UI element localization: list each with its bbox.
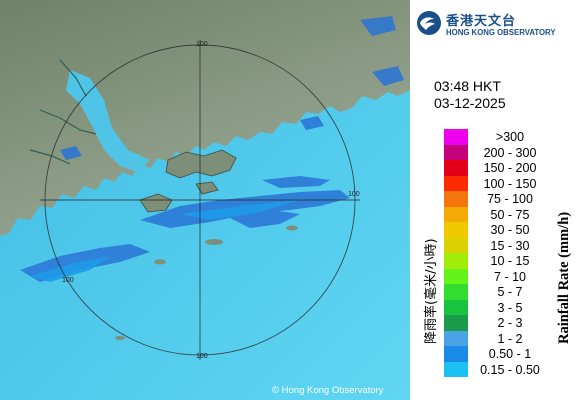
hong-kong-coastline: [165, 149, 237, 179]
lantau-island: [139, 193, 173, 213]
river-channel: [29, 59, 97, 165]
range-label-south: 100: [196, 353, 208, 360]
rain-echoes-light: [30, 200, 300, 282]
legend-level-label: >300: [495, 130, 525, 144]
legend-level-label: 3 - 5: [497, 300, 523, 315]
legend-title-chinese: 降雨率(毫米/小時): [423, 238, 439, 344]
pearl-river-estuary: [66, 70, 150, 172]
island: [286, 225, 298, 231]
copyright-notice: © Hong Kong Observatory: [272, 385, 384, 396]
legend-level-label: 10 - 15: [490, 254, 530, 268]
legend-level-label: 50 - 75: [490, 207, 530, 222]
legend-swatch: [444, 330, 468, 346]
legend-level-label: 30 - 50: [490, 223, 530, 237]
hko-logo: 香港天文台 HONG KONG OBSERVATORY: [412, 6, 577, 40]
legend-swatch: [444, 237, 468, 253]
legend-swatch: [444, 129, 468, 145]
island: [154, 259, 166, 265]
range-label-west: 100: [62, 277, 74, 284]
legend-swatch: [444, 284, 468, 300]
legend-level-label: 7 - 10: [494, 269, 526, 284]
legend-swatch: [444, 222, 468, 238]
range-rings: [40, 40, 360, 360]
legend-level-label: 1 - 2: [497, 331, 523, 346]
radar-map-canvas: 100 100 100 100: [0, 0, 410, 400]
legend-swatch: [444, 361, 468, 377]
legend-swatch: [444, 206, 468, 222]
legend-level-label: 200 - 300: [483, 145, 537, 160]
legend-title-english-text: Rainfall Rate (mm/h): [556, 212, 572, 344]
legend-level-label: 0.15 - 0.50: [480, 362, 540, 377]
legend-swatch: [444, 346, 468, 362]
mainland-land: [0, 0, 410, 236]
legend-swatch: [444, 175, 468, 191]
logo-chinese-text: 香港天文台: [446, 14, 517, 29]
legend-swatch: [444, 268, 468, 284]
legend-swatch: [444, 299, 468, 315]
legend-level-label: 0.50 - 1: [488, 347, 532, 361]
legend-swatch: [444, 253, 468, 269]
range-labels: 100 100 100 100: [62, 41, 360, 360]
legend-title-english: Rainfall Rate (mm/h): [556, 212, 572, 344]
observatory-swirl-icon: [417, 11, 441, 35]
legend-level-label: 5 - 7: [497, 285, 523, 299]
info-panel: 香港天文台 HONG KONG OBSERVATORY 03:48 HKT 03…: [410, 0, 577, 400]
legend-swatch: [444, 191, 468, 207]
range-label-east: 100: [348, 191, 360, 198]
legend-level-label: 150 - 200: [483, 161, 537, 175]
observation-time: 03:48 HKT: [434, 78, 501, 94]
legend-level-label: 2 - 3: [497, 316, 523, 330]
legend-level-label: 75 - 100: [487, 192, 533, 206]
logo-english-text: HONG KONG OBSERVATORY: [446, 28, 556, 37]
observation-date: 03-12-2025: [434, 95, 506, 111]
range-label-north: 100: [196, 41, 208, 48]
island: [205, 239, 223, 245]
legend-swatch: [444, 315, 468, 331]
legend-swatch: [444, 160, 468, 176]
legend-swatch: [444, 144, 468, 160]
legend-level-label: 100 - 150: [483, 176, 537, 191]
legend-title-chinese-text: 降雨率(毫米/小時): [423, 238, 439, 344]
island: [115, 336, 125, 340]
legend-level-label: 15 - 30: [490, 238, 530, 253]
radar-map[interactable]: 100 100 100 100 © Hong Kong Observatory: [0, 0, 410, 400]
